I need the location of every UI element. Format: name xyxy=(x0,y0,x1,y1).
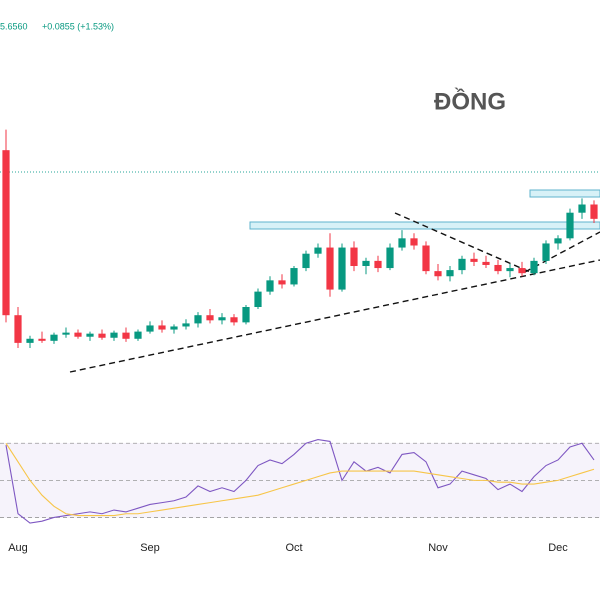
candle-body xyxy=(410,238,418,246)
candle-body xyxy=(98,333,106,338)
candle-body xyxy=(374,260,382,269)
candle-body xyxy=(506,268,514,272)
resistance-zone xyxy=(529,189,600,198)
candle-body xyxy=(146,325,154,332)
candle-body xyxy=(446,270,454,277)
candle-body xyxy=(26,338,34,343)
candle-body xyxy=(2,150,10,316)
candle-body xyxy=(290,268,298,285)
trend-line xyxy=(394,212,531,273)
candle-body xyxy=(398,238,406,248)
price-text: 5.6560 xyxy=(0,21,28,31)
candle-body xyxy=(74,332,82,337)
change-text: +0.0855 (+1.53%) xyxy=(42,21,114,31)
candle-body xyxy=(530,260,538,274)
candle-body xyxy=(554,238,562,244)
candle-body xyxy=(518,268,526,274)
x-tick-label: Aug xyxy=(8,542,28,554)
candle-body xyxy=(470,258,478,262)
candle-body xyxy=(230,317,238,323)
candle-body xyxy=(218,317,226,321)
candle-body xyxy=(62,332,70,335)
candle-body xyxy=(542,243,550,261)
candle-body xyxy=(566,212,574,239)
candle-body xyxy=(338,247,346,290)
x-tick-label: Sep xyxy=(140,542,160,554)
x-tick-label: Nov xyxy=(428,542,448,554)
candle-body xyxy=(494,264,502,272)
candle-body xyxy=(278,280,286,285)
chart-title: ĐỒNG xyxy=(434,87,506,115)
candle-body xyxy=(254,291,262,307)
trend-line xyxy=(69,259,600,373)
candle-body xyxy=(578,204,586,213)
candle-body xyxy=(194,315,202,324)
candle-body xyxy=(314,247,322,254)
candle-body xyxy=(158,325,166,330)
candle-body xyxy=(458,258,466,271)
candle-body xyxy=(206,315,214,321)
candle-body xyxy=(362,260,370,266)
candle-body xyxy=(242,307,250,323)
candle-body xyxy=(14,315,22,343)
candle-body xyxy=(38,338,46,341)
candle-body xyxy=(182,323,190,327)
x-tick-label: Oct xyxy=(285,542,302,554)
x-tick-label: Dec xyxy=(548,542,568,554)
candle-body xyxy=(350,247,358,266)
candle-body xyxy=(434,271,442,277)
candle-body xyxy=(170,326,178,330)
rsi-line xyxy=(5,442,595,517)
candle-body xyxy=(590,204,598,219)
candle-body xyxy=(50,334,58,341)
candle-body xyxy=(266,280,274,292)
candle-body xyxy=(302,253,310,269)
candle-body xyxy=(386,247,394,269)
candle-body xyxy=(326,247,334,290)
candle-body xyxy=(86,333,94,337)
candle-body xyxy=(482,261,490,265)
candle-body xyxy=(110,332,118,338)
candle-body xyxy=(134,331,142,339)
rsi-line xyxy=(5,439,595,524)
candle-body xyxy=(422,245,430,272)
rsi-band xyxy=(0,443,600,518)
candle-body xyxy=(122,332,130,339)
